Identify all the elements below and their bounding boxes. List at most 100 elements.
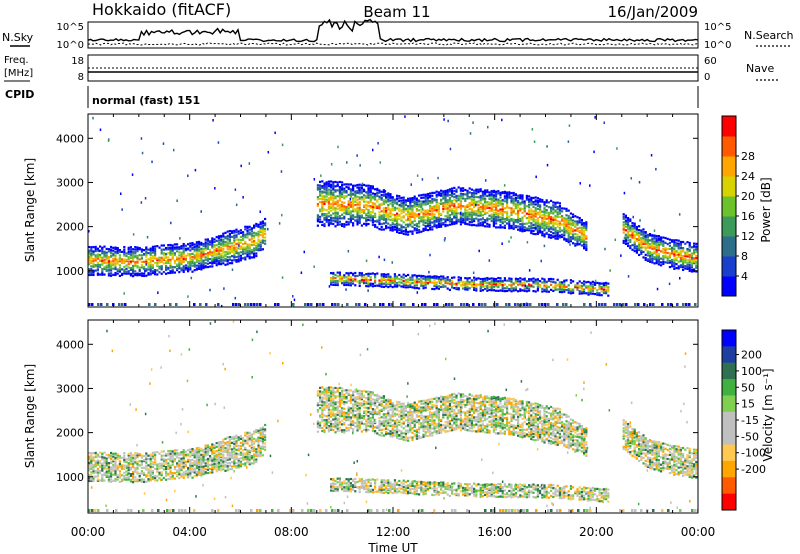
data-cell — [239, 460, 242, 463]
data-cell — [228, 446, 231, 449]
data-cell — [528, 203, 531, 206]
data-cell — [567, 229, 570, 232]
data-cell — [118, 472, 121, 476]
data-cell — [200, 458, 203, 461]
data-cell — [156, 463, 159, 466]
data-cell — [402, 196, 405, 199]
data-cell — [371, 185, 374, 188]
data-cell — [330, 206, 333, 209]
data-cell — [274, 131, 276, 135]
data-cell — [209, 261, 212, 264]
data-cell — [220, 256, 223, 259]
data-cell — [187, 475, 190, 478]
data-cell — [668, 247, 671, 250]
data-cell — [330, 183, 333, 186]
data-cell — [99, 459, 102, 463]
data-cell — [554, 218, 557, 221]
data-cell — [246, 229, 249, 233]
data-cell — [676, 303, 679, 306]
data-cell — [200, 254, 203, 257]
data-cell — [655, 260, 658, 263]
data-cell — [440, 192, 443, 195]
data-cell — [169, 466, 172, 469]
data-cell — [338, 189, 341, 192]
data-cell — [352, 222, 355, 225]
data-cell — [200, 474, 203, 477]
data-cell — [157, 291, 159, 294]
data-cell — [385, 281, 388, 284]
data-cell — [369, 185, 372, 188]
data-cell — [233, 244, 236, 247]
data-cell — [657, 247, 660, 250]
data-cell — [334, 273, 337, 277]
data-cell — [501, 205, 504, 208]
data-cell — [396, 217, 399, 220]
data-cell — [217, 241, 220, 244]
data-cell — [503, 197, 506, 200]
data-cell — [475, 200, 478, 204]
data-cell — [651, 243, 654, 246]
data-cell — [140, 248, 143, 251]
data-cell — [662, 250, 665, 253]
data-cell — [187, 460, 190, 463]
data-cell — [556, 303, 559, 306]
data-cell — [354, 279, 357, 282]
data-cell — [244, 458, 247, 461]
data-cell — [200, 449, 203, 452]
data-cell — [583, 247, 586, 250]
data-cell — [382, 222, 385, 225]
data-cell — [607, 294, 610, 297]
data-cell — [380, 190, 383, 193]
data-cell — [589, 291, 592, 294]
data-cell — [517, 194, 520, 197]
data-cell — [365, 203, 368, 207]
data-cell — [167, 261, 170, 264]
data-cell — [231, 436, 234, 439]
data-cell — [484, 285, 487, 288]
data-cell — [327, 211, 330, 214]
data-cell — [365, 207, 368, 211]
data-cell — [200, 456, 203, 459]
data-cell — [367, 222, 370, 226]
data-cell — [387, 214, 390, 217]
data-cell — [420, 218, 423, 221]
data-cell — [231, 268, 234, 271]
data-cell — [431, 221, 434, 224]
data-cell — [195, 473, 198, 476]
data-cell — [387, 218, 390, 221]
data-cell — [446, 224, 449, 227]
data-cell — [501, 207, 504, 211]
data-cell — [387, 278, 390, 282]
data-cell — [374, 274, 377, 278]
data-cell — [497, 199, 500, 203]
data-cell — [385, 220, 388, 223]
data-cell — [96, 455, 99, 458]
data-cell — [486, 278, 489, 282]
data-cell — [116, 458, 119, 461]
data-cell — [422, 193, 425, 196]
data-cell — [171, 249, 174, 252]
data-cell — [563, 219, 566, 222]
data-cell — [684, 265, 687, 268]
data-cell — [543, 288, 546, 291]
data-cell — [334, 219, 337, 222]
data-cell — [448, 214, 451, 217]
data-cell — [479, 287, 482, 290]
data-cell — [646, 251, 649, 255]
data-cell — [222, 234, 225, 237]
data-cell — [525, 196, 528, 199]
data-cell — [352, 202, 355, 205]
data-cell — [539, 210, 542, 213]
data-cell — [532, 210, 535, 213]
colorbar-segment — [722, 176, 736, 197]
data-cell — [116, 455, 119, 459]
data-cell — [457, 280, 460, 283]
data-cell — [367, 200, 370, 204]
data-cell — [380, 274, 383, 278]
data-cell — [204, 447, 207, 450]
data-cell — [543, 289, 546, 293]
data-cell — [169, 476, 172, 479]
data-cell — [382, 273, 385, 276]
data-cell — [114, 266, 117, 269]
data-cell — [118, 464, 121, 467]
